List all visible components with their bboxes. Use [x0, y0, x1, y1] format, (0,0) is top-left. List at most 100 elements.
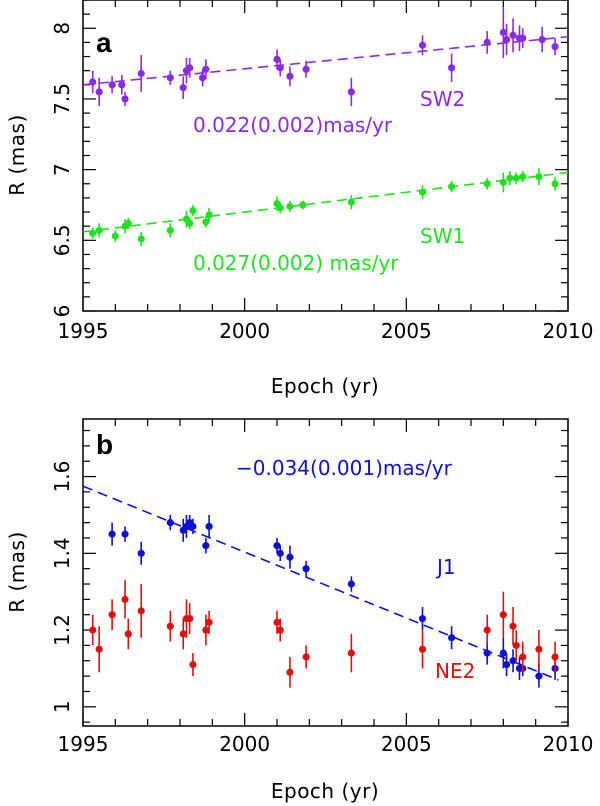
- sw1-rate-label: 0.027(0.002) mas/yr: [193, 251, 399, 275]
- j1-point: [483, 649, 491, 657]
- sw2-point: [95, 88, 103, 96]
- sw1-point: [519, 173, 527, 181]
- ne2-point: [189, 661, 197, 669]
- panel-a-xtick-label: 2005: [381, 319, 432, 343]
- panel-b-xlabel: Epoch (yr): [271, 779, 379, 803]
- ne2-point: [347, 649, 355, 657]
- ne2-point: [95, 645, 103, 653]
- panel-a-xtick-label: 2010: [543, 319, 594, 343]
- sw2-point: [499, 28, 507, 37]
- panel-b-ylabel: R (mas): [5, 531, 29, 613]
- panel-b-frame: [82, 418, 569, 727]
- ne2-point: [535, 645, 543, 653]
- ne2-label: NE2: [435, 659, 475, 683]
- sw1-point: [137, 235, 145, 243]
- ne2-point: [186, 614, 194, 623]
- sw2-point: [347, 88, 355, 96]
- sw2-point: [551, 43, 559, 51]
- sw1-point: [347, 198, 355, 206]
- sw2-point: [502, 35, 511, 44]
- j1-point: [121, 530, 129, 538]
- ne2-point: [137, 607, 145, 615]
- j1-point: [499, 649, 507, 657]
- sw2-point: [108, 81, 116, 89]
- sw1-point: [512, 174, 520, 182]
- j1-point: [166, 519, 174, 527]
- ne2-point: [179, 630, 187, 638]
- sw2-point: [418, 41, 427, 49]
- ne2-point: [273, 618, 281, 626]
- panel-b-letter: b: [96, 429, 113, 460]
- panel-b-ytick-label: 1: [50, 700, 74, 713]
- j1-rate-label: −0.034(0.001)mas/yr: [236, 456, 453, 480]
- j1-point: [286, 553, 294, 561]
- j1-point: [509, 657, 517, 665]
- ne2-point: [483, 626, 491, 634]
- sw2-point: [538, 35, 546, 44]
- sw1-point: [124, 219, 132, 227]
- sw1-point: [418, 188, 427, 196]
- ne2-point: [512, 641, 520, 650]
- sw1-point: [506, 174, 514, 182]
- sw1-point: [95, 226, 103, 235]
- sw2-point: [118, 81, 126, 89]
- sw2-point: [509, 31, 517, 39]
- sw1-point: [448, 183, 456, 191]
- sw2-point: [286, 72, 294, 80]
- sw2-point: [302, 65, 310, 73]
- ne2-point: [499, 611, 507, 619]
- panel-b-xtick-label: 2005: [381, 732, 432, 756]
- ne2-point: [124, 630, 132, 638]
- panel-a-ylabel: R (mas): [5, 114, 29, 196]
- sw1-point: [166, 226, 174, 235]
- sw2-point: [448, 64, 456, 72]
- sw2-point: [89, 78, 97, 86]
- sw2-point: [202, 65, 210, 73]
- ne2-point: [418, 645, 427, 653]
- panel-a-letter: a: [96, 27, 112, 58]
- sw2-point: [186, 64, 194, 72]
- panel-b-xtick-label: 1995: [58, 732, 109, 756]
- ne2-point: [202, 626, 210, 634]
- sw1-point: [111, 232, 119, 240]
- j1-label: J1: [435, 555, 456, 579]
- panel-b: b Epoch (yr) R (mas) −0.034(0.001)mas/yr…: [5, 418, 594, 803]
- j1-point: [205, 522, 213, 531]
- ne2-point: [509, 622, 517, 630]
- panel-b-ytick-label: 1.4: [50, 537, 74, 569]
- sw2-point: [179, 84, 187, 92]
- panel-a-xlabel: Epoch (yr): [271, 374, 379, 398]
- ne2-point: [108, 611, 116, 619]
- panel-a-ytick-label: 7: [50, 163, 74, 176]
- panel-b-ytick-label: 1.2: [50, 614, 74, 646]
- panel-b-ytick-label: 1.6: [50, 461, 74, 493]
- sw2-point: [519, 34, 527, 42]
- j1-point: [347, 580, 355, 588]
- j1-point: [108, 530, 116, 538]
- ne2-point: [551, 653, 559, 661]
- ne2-point: [276, 626, 284, 634]
- sw1-label: SW1: [420, 224, 465, 248]
- sw1-fit-line: [82, 171, 569, 233]
- panel-a-ytick-label: 7.5: [50, 83, 74, 115]
- j1-point: [273, 542, 281, 550]
- ne2-point: [121, 595, 129, 603]
- sw1-point: [299, 201, 307, 209]
- ne2-point: [166, 622, 174, 630]
- panel-a-xtick-label: 1995: [58, 319, 109, 343]
- panel-b-xtick-label: 2010: [543, 732, 594, 756]
- sw1-point: [186, 219, 194, 227]
- sw1-point: [202, 218, 210, 226]
- j1-point: [276, 549, 284, 557]
- sw1-point: [535, 173, 543, 181]
- j1-point: [448, 634, 456, 642]
- sw2-point: [137, 69, 145, 78]
- sw1-point: [205, 211, 213, 219]
- ne2-point: [286, 668, 294, 676]
- sw2-point: [273, 55, 281, 63]
- j1-point: [418, 614, 427, 623]
- panel-a-ytick-label: 6: [50, 305, 74, 318]
- sw2-point: [121, 95, 129, 103]
- sw1-point: [551, 180, 559, 188]
